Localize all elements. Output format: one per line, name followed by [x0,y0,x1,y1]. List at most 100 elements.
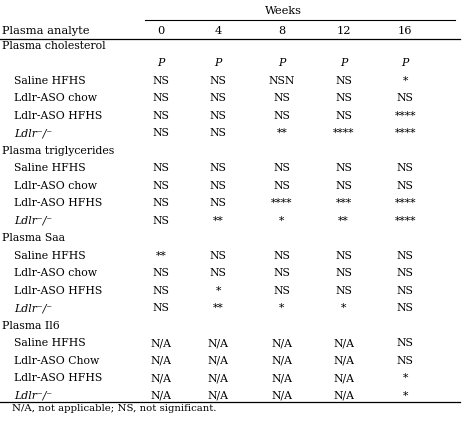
Text: Plasma triglycerides: Plasma triglycerides [2,146,115,156]
Text: **: ** [338,216,349,225]
Text: Saline HFHS: Saline HFHS [14,338,86,348]
Text: Ldlr-ASO chow: Ldlr-ASO chow [14,181,97,191]
Text: Ldlr-ASO HFHS: Ldlr-ASO HFHS [14,198,102,208]
Text: 0: 0 [157,26,165,35]
Text: NS: NS [273,111,291,121]
Text: NS: NS [210,111,227,121]
Text: N/A: N/A [151,391,172,400]
Text: NS: NS [273,286,291,295]
Text: ****: **** [394,198,416,208]
Text: *: * [341,303,346,313]
Text: NS: NS [153,198,170,208]
Text: 4: 4 [214,26,222,35]
Text: N/A: N/A [333,338,354,348]
Text: *: * [215,286,221,295]
Text: NS: NS [210,76,227,86]
Text: NS: NS [153,303,170,313]
Text: NS: NS [210,94,227,103]
Text: N/A: N/A [272,373,292,383]
Text: NS: NS [397,286,414,295]
Text: P: P [157,59,165,68]
Text: Plasma Il6: Plasma Il6 [2,321,60,330]
Text: Plasma Saa: Plasma Saa [2,233,65,243]
Text: **: ** [213,216,223,225]
Text: ****: **** [333,128,355,138]
Text: NS: NS [335,111,352,121]
Text: Ldlr⁻/⁻: Ldlr⁻/⁻ [14,303,52,313]
Text: N/A: N/A [151,373,172,383]
Text: Ldlr-ASO HFHS: Ldlr-ASO HFHS [14,286,102,295]
Text: P: P [340,59,347,68]
Text: NS: NS [335,181,352,191]
Text: **: ** [277,128,287,138]
Text: NS: NS [153,216,170,225]
Text: Saline HFHS: Saline HFHS [14,163,86,173]
Text: NS: NS [153,111,170,121]
Text: NS: NS [397,356,414,365]
Text: NS: NS [397,163,414,173]
Text: NS: NS [273,268,291,278]
Text: 8: 8 [278,26,286,35]
Text: P: P [401,59,409,68]
Text: Ldlr-ASO HFHS: Ldlr-ASO HFHS [14,111,102,121]
Text: Ldlr-ASO chow: Ldlr-ASO chow [14,268,97,278]
Text: NS: NS [210,251,227,260]
Text: NS: NS [153,76,170,86]
Text: N/A: N/A [333,391,354,400]
Text: NS: NS [273,163,291,173]
Text: NS: NS [210,163,227,173]
Text: *: * [402,373,408,383]
Text: NS: NS [273,181,291,191]
Text: N/A: N/A [208,356,228,365]
Text: N/A: N/A [272,338,292,348]
Text: NS: NS [153,94,170,103]
Text: NS: NS [210,128,227,138]
Text: N/A: N/A [151,338,172,348]
Text: NS: NS [335,94,352,103]
Text: Ldlr⁻/⁻: Ldlr⁻/⁻ [14,391,52,400]
Text: N/A: N/A [272,391,292,400]
Text: 16: 16 [398,26,412,35]
Text: N/A: N/A [208,373,228,383]
Text: NS: NS [153,286,170,295]
Text: *: * [279,303,285,313]
Text: NS: NS [153,181,170,191]
Text: NS: NS [335,76,352,86]
Text: N/A: N/A [151,356,172,365]
Text: Plasma cholesterol: Plasma cholesterol [2,41,106,51]
Text: NS: NS [397,303,414,313]
Text: *: * [279,216,285,225]
Text: N/A: N/A [208,338,228,348]
Text: N/A: N/A [208,391,228,400]
Text: *: * [402,391,408,400]
Text: Saline HFHS: Saline HFHS [14,251,86,260]
Text: Weeks: Weeks [264,6,302,16]
Text: NS: NS [273,251,291,260]
Text: NS: NS [397,181,414,191]
Text: **: ** [156,251,166,260]
Text: NS: NS [397,338,414,348]
Text: NS: NS [335,251,352,260]
Text: Saline HFHS: Saline HFHS [14,76,86,86]
Text: P: P [214,59,222,68]
Text: N/A: N/A [333,356,354,365]
Text: NS: NS [335,268,352,278]
Text: NS: NS [153,128,170,138]
Text: ****: **** [271,198,293,208]
Text: Ldlr⁻/⁻: Ldlr⁻/⁻ [14,216,52,225]
Text: NS: NS [210,198,227,208]
Text: NS: NS [273,94,291,103]
Text: *: * [402,76,408,86]
Text: NS: NS [397,94,414,103]
Text: NS: NS [153,163,170,173]
Text: NS: NS [210,181,227,191]
Text: **: ** [213,303,223,313]
Text: NS: NS [153,268,170,278]
Text: NSN: NSN [269,76,295,86]
Text: NS: NS [210,268,227,278]
Text: 12: 12 [337,26,351,35]
Text: Ldlr-ASO chow: Ldlr-ASO chow [14,94,97,103]
Text: NS: NS [397,251,414,260]
Text: NS: NS [335,286,352,295]
Text: Ldlr⁻/⁻: Ldlr⁻/⁻ [14,128,52,138]
